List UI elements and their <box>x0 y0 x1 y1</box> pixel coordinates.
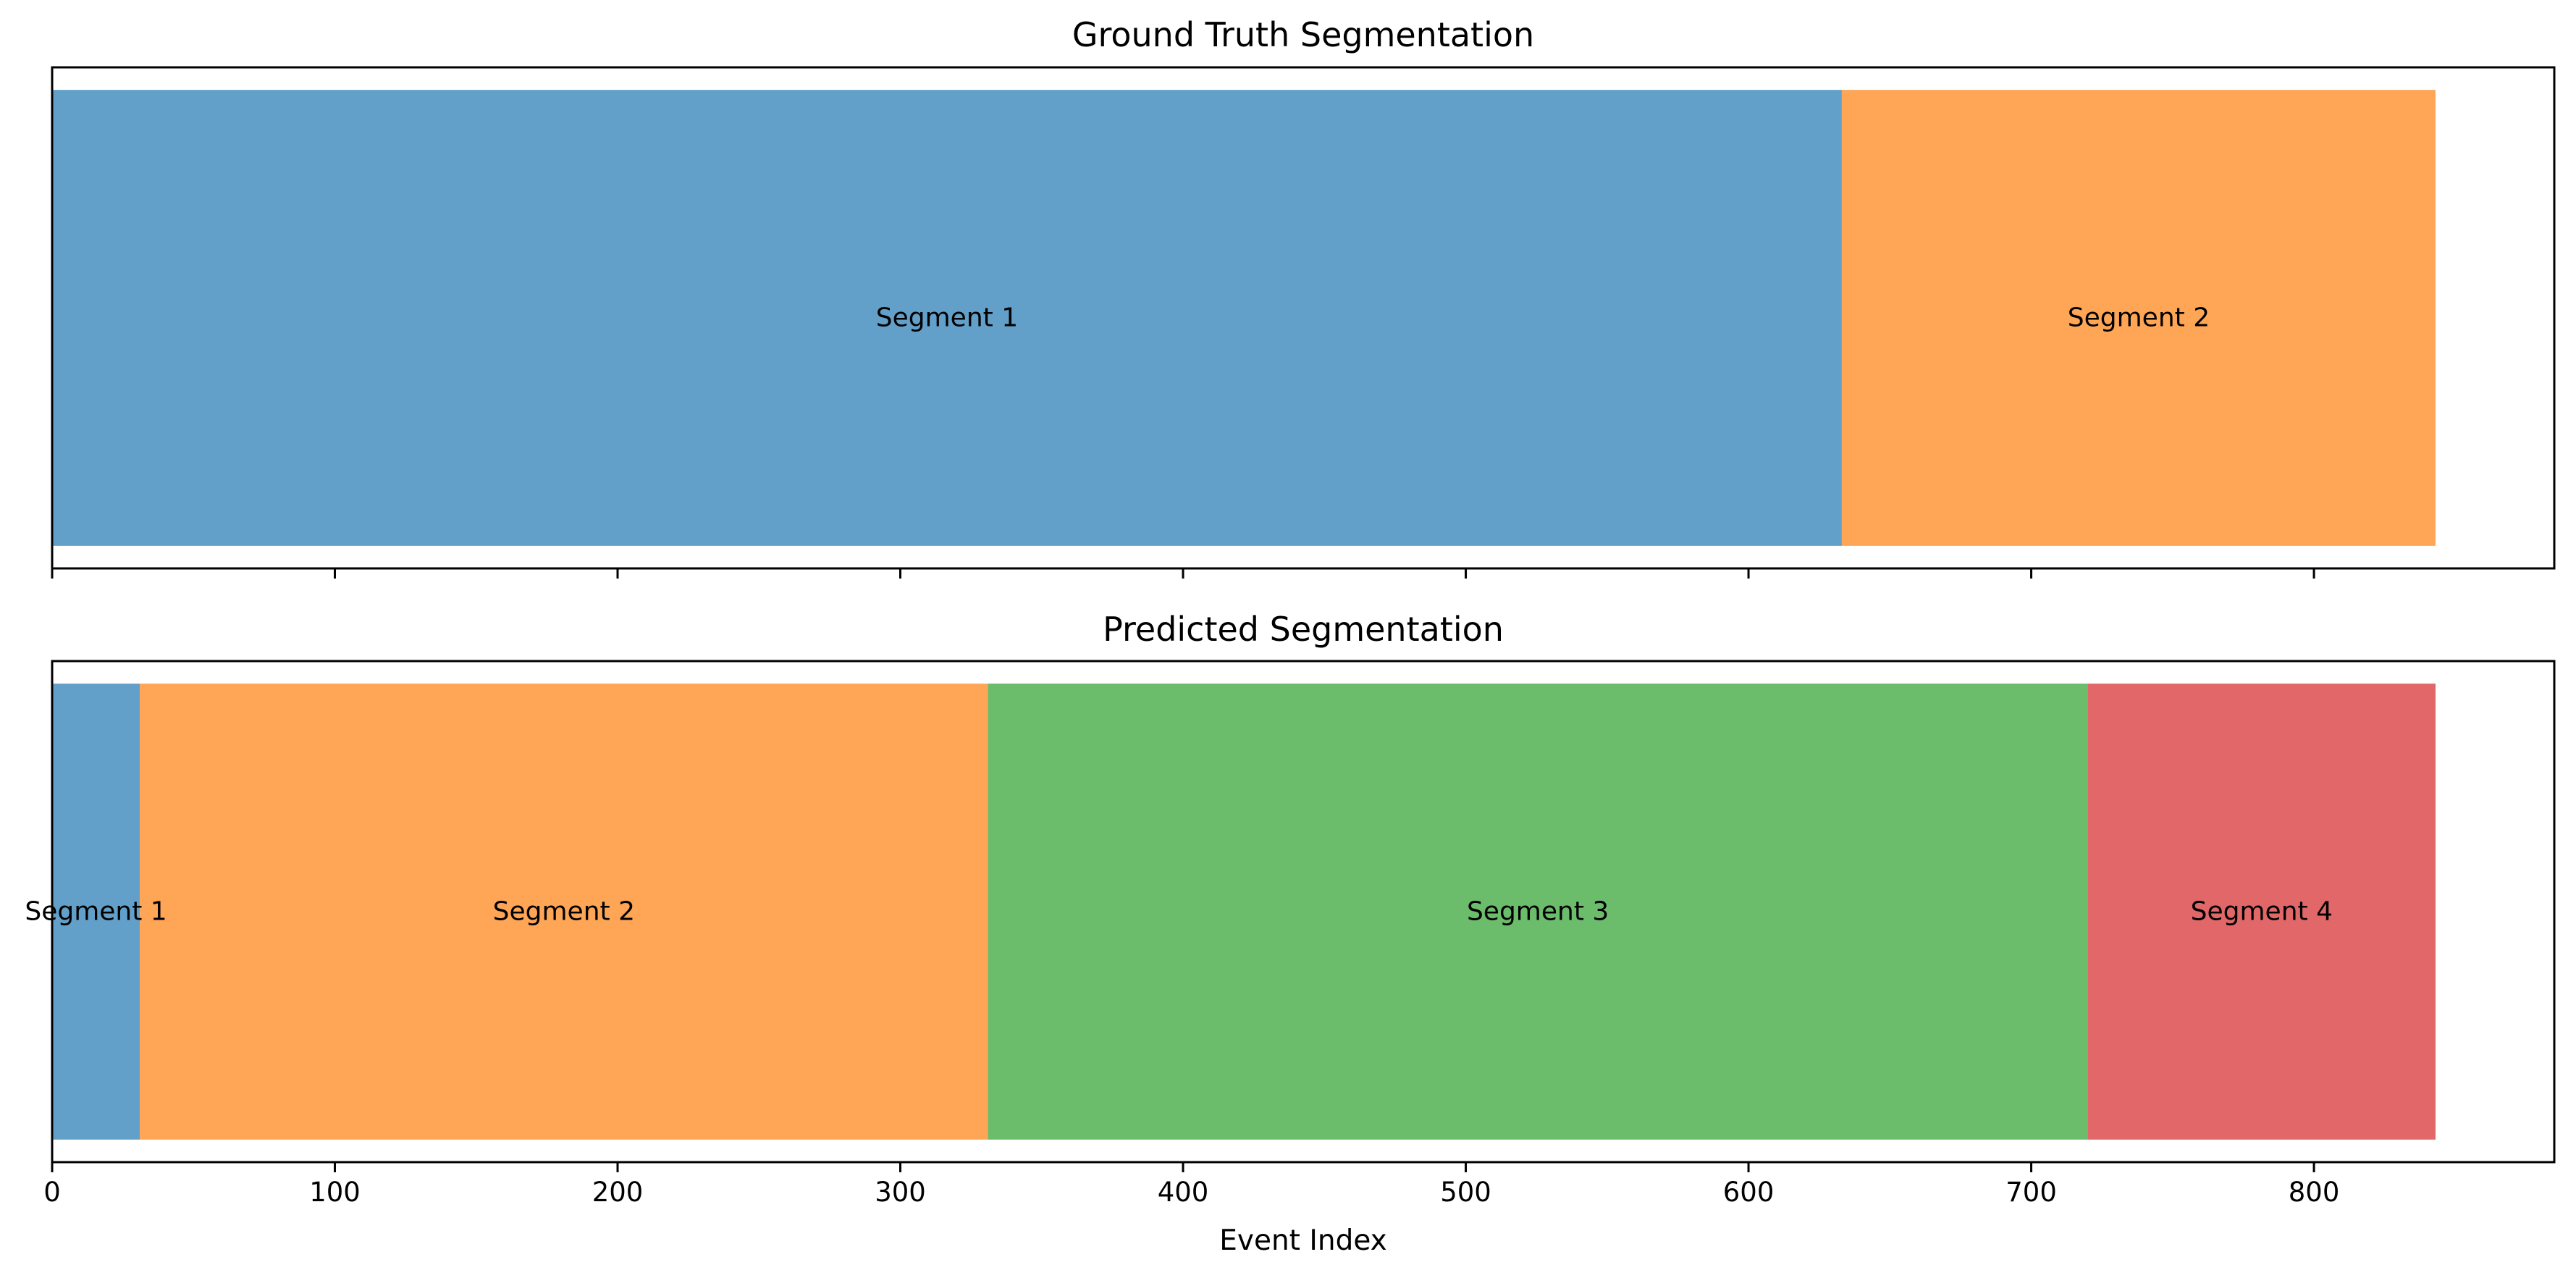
ground-truth-segment-label-2: Segment 2 <box>2068 303 2210 333</box>
predicted-x-tick-label-800: 800 <box>2289 1177 2340 1208</box>
ground-truth-segments <box>52 90 2436 546</box>
predicted-axes-frame <box>51 660 2556 1164</box>
predicted-segment-labels: Segment 1 Segment 2 Segment 3 Segment 4 <box>25 897 2333 927</box>
predicted-x-tick-label-500: 500 <box>1440 1177 1491 1208</box>
ground-truth-segment-bar-1 <box>52 90 1842 546</box>
predicted-segment-bar-3 <box>988 684 2088 1140</box>
predicted-segment-bar-2 <box>140 684 988 1140</box>
ground-truth-segment-label-1: Segment 1 <box>876 303 1018 333</box>
predicted-x-tick-label-400: 400 <box>1158 1177 1209 1208</box>
predicted-x-tick-label-100: 100 <box>309 1177 361 1208</box>
predicted-segment-label-2: Segment 2 <box>493 897 635 927</box>
predicted-x-tick-label-0: 0 <box>43 1177 61 1208</box>
predicted-x-ticks: 0 100 200 300 400 500 600 700 800 <box>43 1162 2339 1208</box>
predicted-x-tick-label-300: 300 <box>875 1177 926 1208</box>
predicted-x-tick-label-200: 200 <box>592 1177 644 1208</box>
predicted-segment-label-4: Segment 4 <box>2191 897 2333 927</box>
ground-truth-panel: Ground Truth Segmentation Segment 1 Segme… <box>51 15 2556 579</box>
ground-truth-segment-bar-2 <box>1841 90 2436 546</box>
predicted-segment-label-1: Segment 1 <box>25 897 167 927</box>
ground-truth-title: Ground Truth Segmentation <box>1072 15 1534 54</box>
ground-truth-axes-frame <box>51 66 2556 570</box>
predicted-segment-bar-4 <box>2087 684 2436 1140</box>
predicted-segments <box>52 684 2436 1140</box>
ground-truth-segment-labels: Segment 1 Segment 2 <box>876 303 2210 333</box>
x-axis-label: Event Index <box>1219 1224 1387 1257</box>
predicted-panel: Predicted Segmentation Segment 1 Segment … <box>25 610 2556 1257</box>
predicted-segment-bar-1 <box>52 684 140 1140</box>
predicted-segment-label-3: Segment 3 <box>1467 897 1609 927</box>
predicted-title: Predicted Segmentation <box>1103 610 1504 649</box>
predicted-x-tick-label-700: 700 <box>2005 1177 2057 1208</box>
predicted-x-tick-label-600: 600 <box>1723 1177 1775 1208</box>
ground-truth-x-ticks <box>51 568 2315 579</box>
